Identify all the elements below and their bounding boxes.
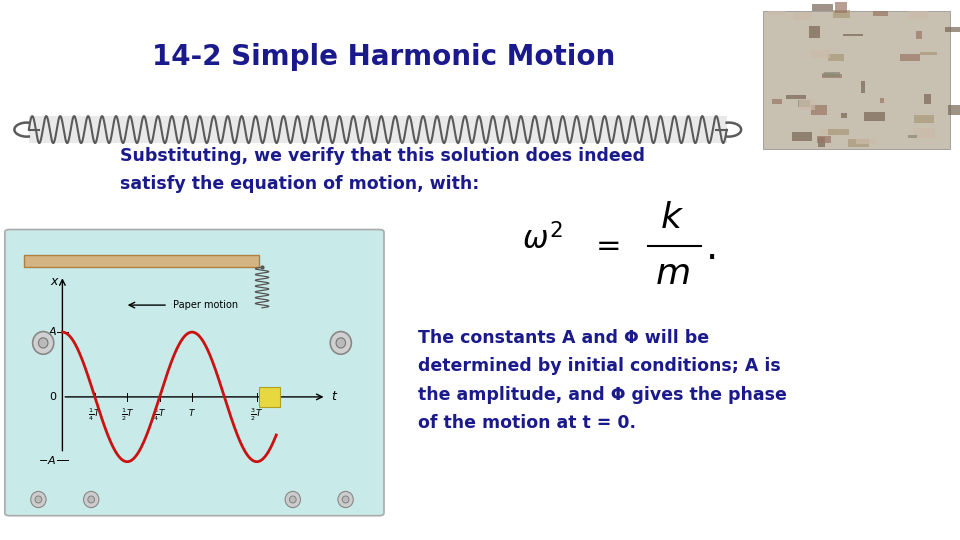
Bar [808,26,821,38]
Text: x: x [50,275,58,288]
Bar [848,139,869,147]
Text: $\frac{3}{4}T$: $\frac{3}{4}T$ [153,407,166,423]
Ellipse shape [38,338,48,348]
Bar [948,105,960,115]
Ellipse shape [33,332,54,354]
Text: $k$: $k$ [660,202,684,235]
Text: 14-2 Simple Harmonic Motion: 14-2 Simple Harmonic Motion [153,43,615,71]
Bar [786,95,806,99]
Bar [900,54,920,60]
Bar [772,99,782,104]
Bar [811,50,830,58]
Text: $\omega^2$: $\omega^2$ [522,224,563,256]
Bar [945,28,960,32]
Ellipse shape [31,491,46,508]
Bar [259,387,280,407]
Bar [824,71,840,77]
Text: t: t [331,390,336,403]
Bar [24,255,259,267]
Bar [841,113,847,118]
Bar [861,87,864,90]
Bar [820,129,836,135]
Bar [880,98,884,103]
Text: $\frac{1}{2}T$: $\frac{1}{2}T$ [121,407,133,423]
Ellipse shape [88,496,94,503]
Bar [817,137,831,144]
Bar [914,116,934,123]
Text: A: A [49,327,57,337]
Bar [822,74,842,78]
Bar [799,99,815,110]
Text: $-A$: $-A$ [38,454,57,466]
Bar [913,129,935,138]
Text: $\frac{1}{4}T$: $\frac{1}{4}T$ [88,407,102,423]
Ellipse shape [35,496,42,503]
Bar [843,34,863,36]
Ellipse shape [338,491,353,508]
Bar [856,139,876,144]
Text: Paper motion: Paper motion [173,300,238,310]
Ellipse shape [84,491,99,508]
Bar [767,11,786,15]
Bar [828,54,844,61]
Ellipse shape [290,496,296,503]
Bar [907,136,918,138]
Bar [833,10,851,18]
Bar [828,130,850,135]
Bar [920,52,937,56]
Text: The constants A and Φ will be
determined by initial conditions; A is
the amplitu: The constants A and Φ will be determined… [418,329,786,433]
Bar [861,82,865,93]
Ellipse shape [336,338,346,348]
Ellipse shape [330,332,351,354]
Bar [793,12,812,21]
Bar [818,137,825,146]
Bar [873,11,888,16]
Bar [924,94,931,104]
Bar [29,116,727,143]
Text: .: . [706,230,718,267]
Bar [811,105,827,114]
Bar [864,112,885,120]
Bar [835,2,847,13]
Text: Substituting, we verify that this solution does indeed
satisfy the equation of m: Substituting, we verify that this soluti… [120,147,645,193]
Text: $m$: $m$ [655,259,689,292]
Text: 0: 0 [50,392,57,402]
Text: $T$: $T$ [188,407,196,417]
Ellipse shape [285,491,300,508]
Bar [763,11,950,148]
Text: $=$: $=$ [589,232,620,260]
Bar [798,100,810,106]
Bar [908,11,928,19]
Bar [812,4,833,11]
FancyBboxPatch shape [5,230,384,516]
Bar [822,73,835,77]
Ellipse shape [342,496,349,503]
Bar [916,31,922,38]
Bar [792,132,812,140]
Text: $\frac{3}{2}T$: $\frac{3}{2}T$ [251,407,263,423]
